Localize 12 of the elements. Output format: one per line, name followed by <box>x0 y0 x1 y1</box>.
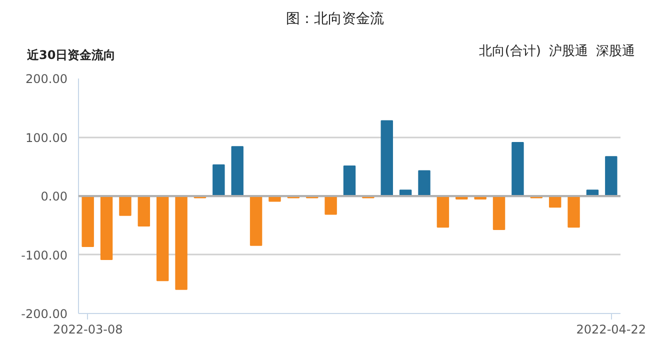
text: 深股通 <box>596 44 635 59</box>
y-tick-label: 100.00 <box>26 130 68 145</box>
chart-subtitle: 近30日资金流向 <box>27 47 116 64</box>
text: 沪股通 <box>549 44 588 59</box>
x-tick-label: 2022-04-22 <box>576 322 646 336</box>
y-tick-label: 0.00 <box>40 190 68 204</box>
text: 北向(合计) <box>478 44 541 59</box>
x-tick-label: 2022-03-08 <box>52 322 123 336</box>
y-tick-label: 200.00 <box>26 72 68 86</box>
y-tick-label: -200.00 <box>21 307 68 321</box>
y-tick-label: -100.00 <box>21 248 68 262</box>
chart-title: 图：北向资金流 <box>286 10 384 29</box>
